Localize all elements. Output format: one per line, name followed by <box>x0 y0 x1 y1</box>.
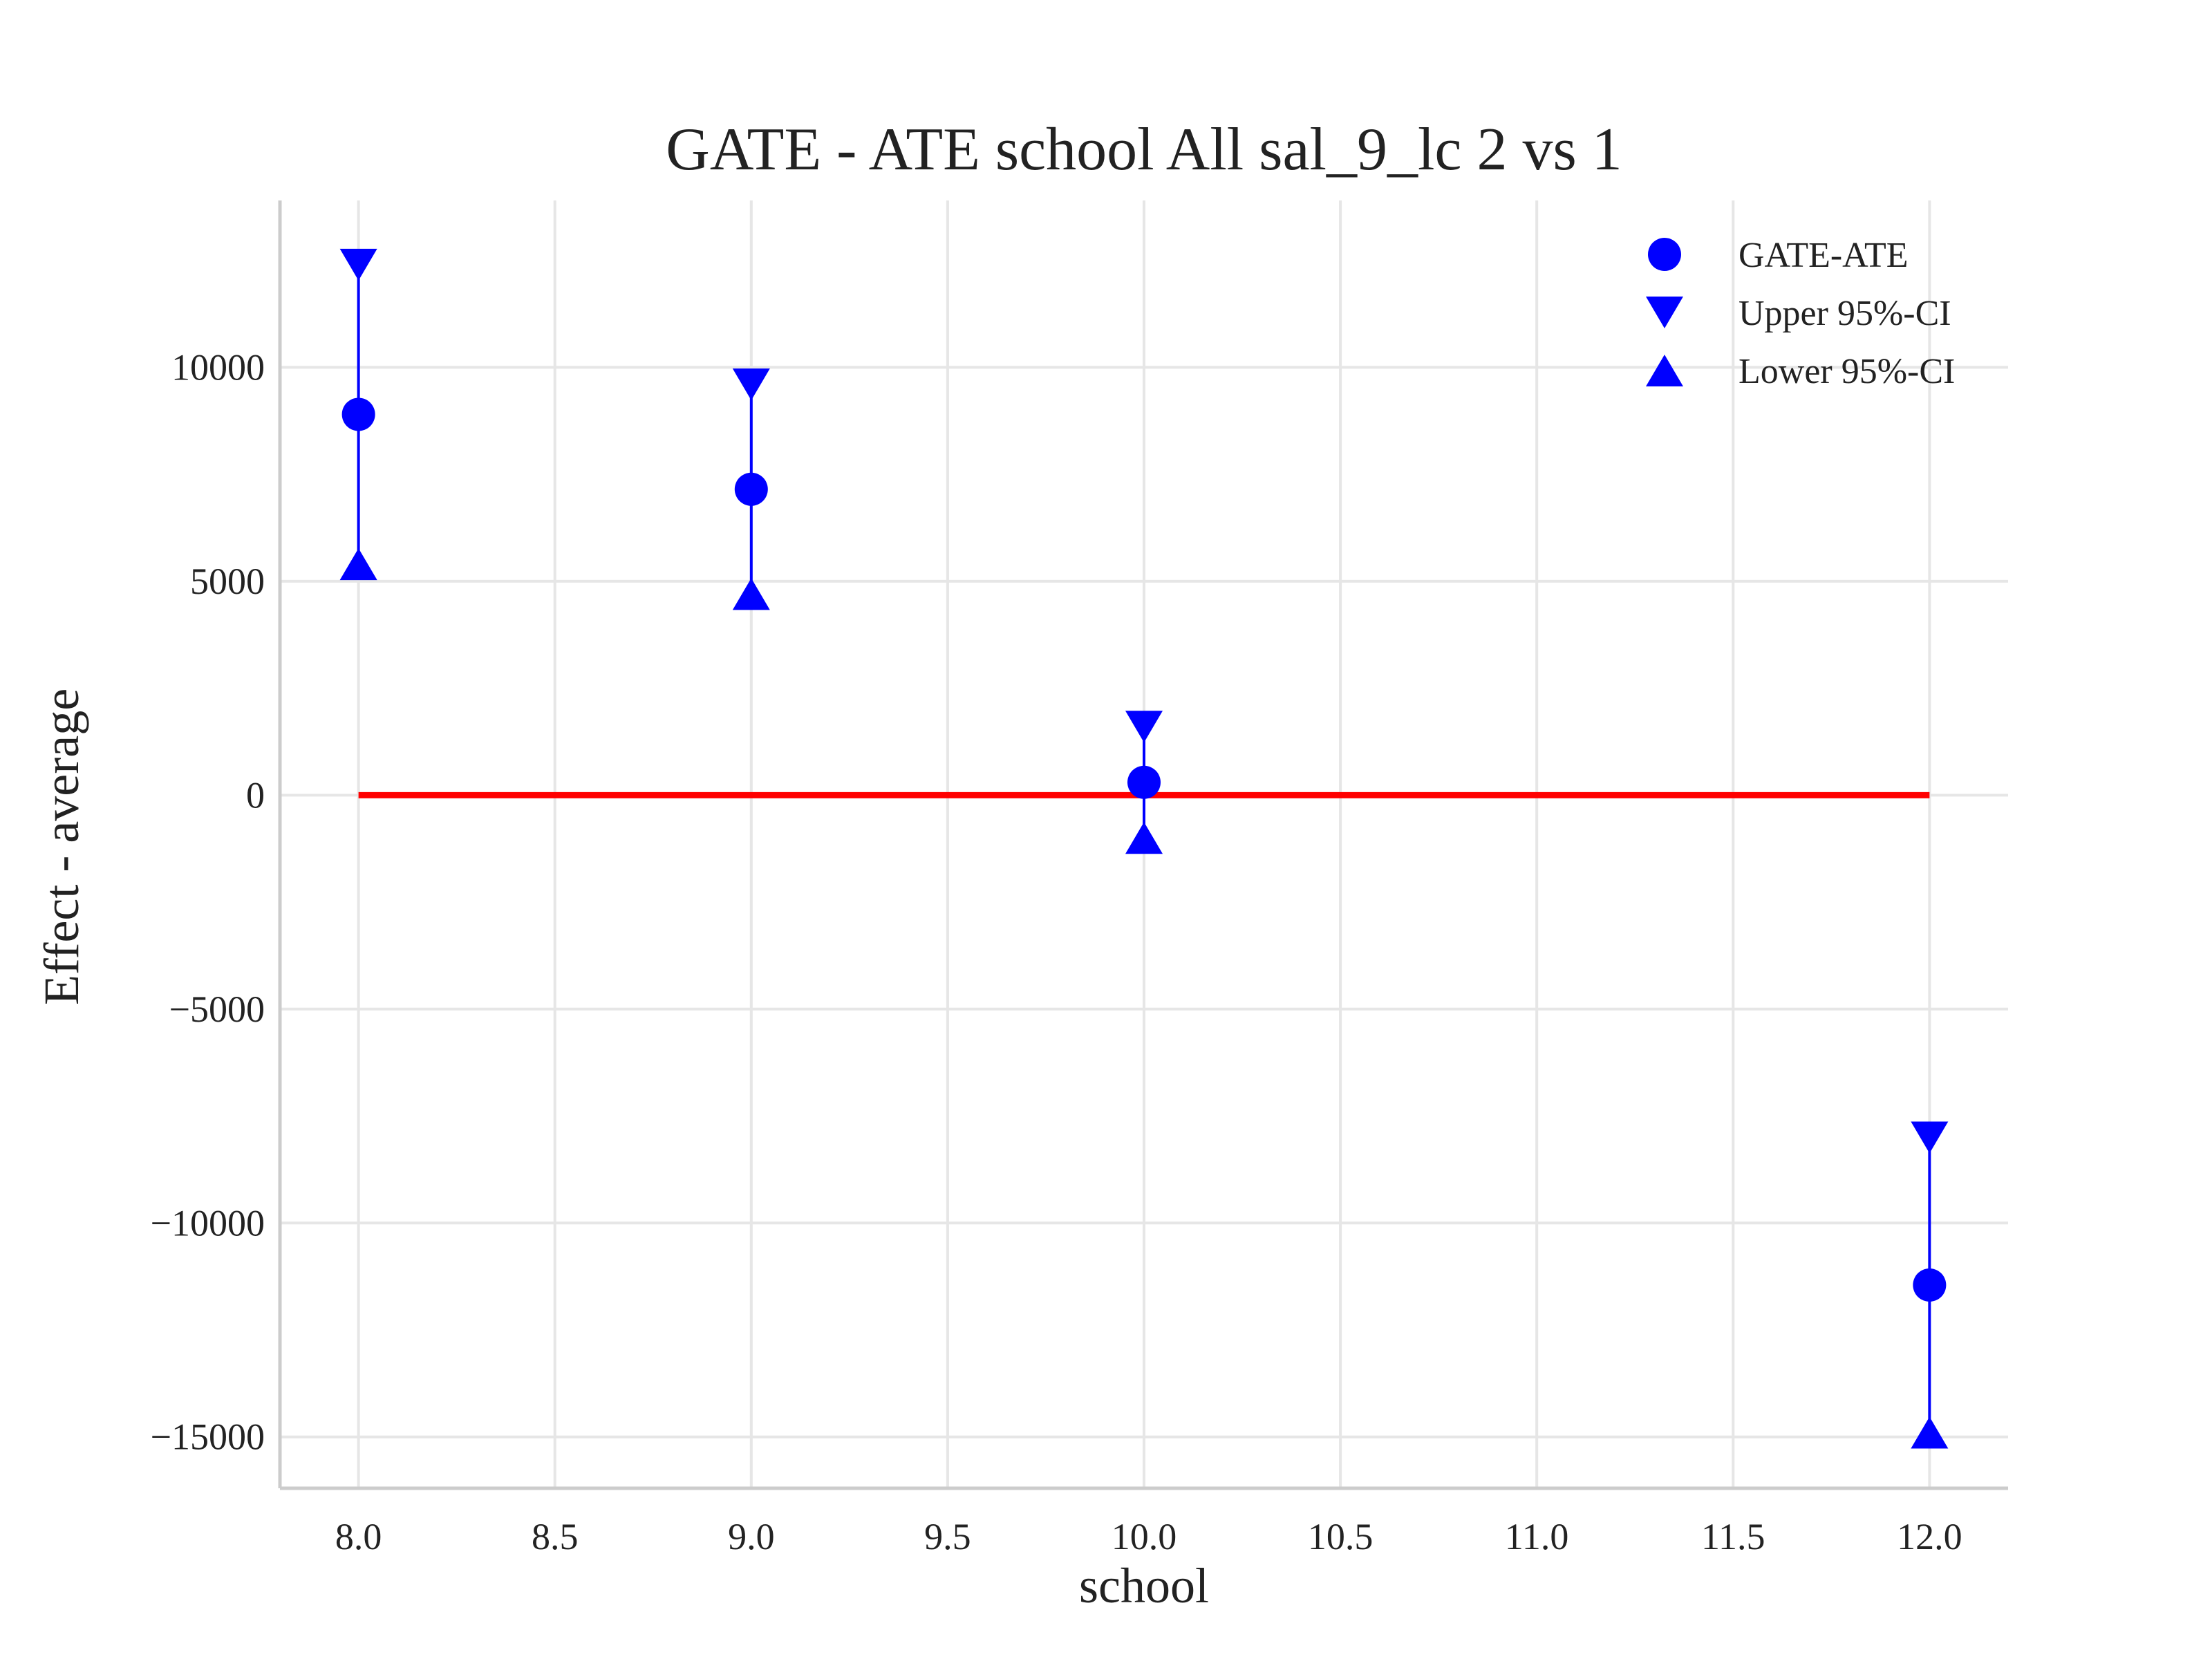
gate-ate-point <box>341 397 375 431</box>
legend-label: Lower 95%-CI <box>1738 352 1955 391</box>
y-tick-label: −15000 <box>151 1416 265 1458</box>
x-tick-label: 10.5 <box>1308 1516 1374 1557</box>
x-tick-label: 11.5 <box>1701 1516 1765 1557</box>
x-tick-label: 11.0 <box>1505 1516 1569 1557</box>
x-tick-label: 12.0 <box>1897 1516 1962 1557</box>
legend-gate-ate-marker <box>1648 238 1681 271</box>
x-tick-label: 10.0 <box>1112 1516 1177 1557</box>
upper-ci-marker <box>732 368 770 401</box>
x-tick-label: 9.0 <box>728 1516 775 1557</box>
legend-label: GATE-ATE <box>1738 236 1909 275</box>
legend-upper-ci-marker <box>1646 297 1683 328</box>
x-tick-label: 8.0 <box>335 1516 382 1557</box>
x-axis-title: school <box>1079 1558 1209 1613</box>
y-tick-labels: 10000 5000 0 −5000 −10000 −15000 <box>151 346 265 1457</box>
lower-ci-marker <box>339 548 377 581</box>
upper-ci-marker <box>339 248 377 281</box>
y-tick-label: 0 <box>246 774 265 816</box>
axis-spines <box>278 200 2008 1490</box>
data-markers <box>339 248 1949 1449</box>
y-tick-label: −10000 <box>151 1202 265 1244</box>
lower-ci-marker <box>1125 822 1163 854</box>
gate-ate-point <box>1913 1268 1947 1302</box>
chart-title: GATE - ATE school All sal_9_lc 2 vs 1 <box>666 116 1622 183</box>
legend-label: Upper 95%-CI <box>1738 294 1951 333</box>
x-tick-label: 8.5 <box>532 1516 579 1557</box>
y-axis-title: Effect - average <box>34 688 89 1005</box>
y-tick-label: 10000 <box>171 346 265 388</box>
y-tick-label: 5000 <box>190 561 265 602</box>
lower-ci-marker <box>1911 1416 1949 1449</box>
upper-ci-marker <box>1125 711 1163 743</box>
lower-ci-marker <box>732 578 770 610</box>
y-tick-label: −5000 <box>169 988 265 1030</box>
upper-ci-marker <box>1911 1121 1949 1154</box>
x-tick-label: 9.5 <box>924 1516 971 1557</box>
legend-lower-ci-marker <box>1646 355 1683 386</box>
x-tick-labels: 8.0 8.5 9.0 9.5 10.0 10.5 11.0 11.5 12.0 <box>335 1516 1962 1557</box>
gate-ate-point <box>1127 765 1161 799</box>
gate-ate-point <box>734 472 768 506</box>
legend: GATE-ATE Upper 95%-CI Lower 95%-CI <box>1646 236 1955 391</box>
